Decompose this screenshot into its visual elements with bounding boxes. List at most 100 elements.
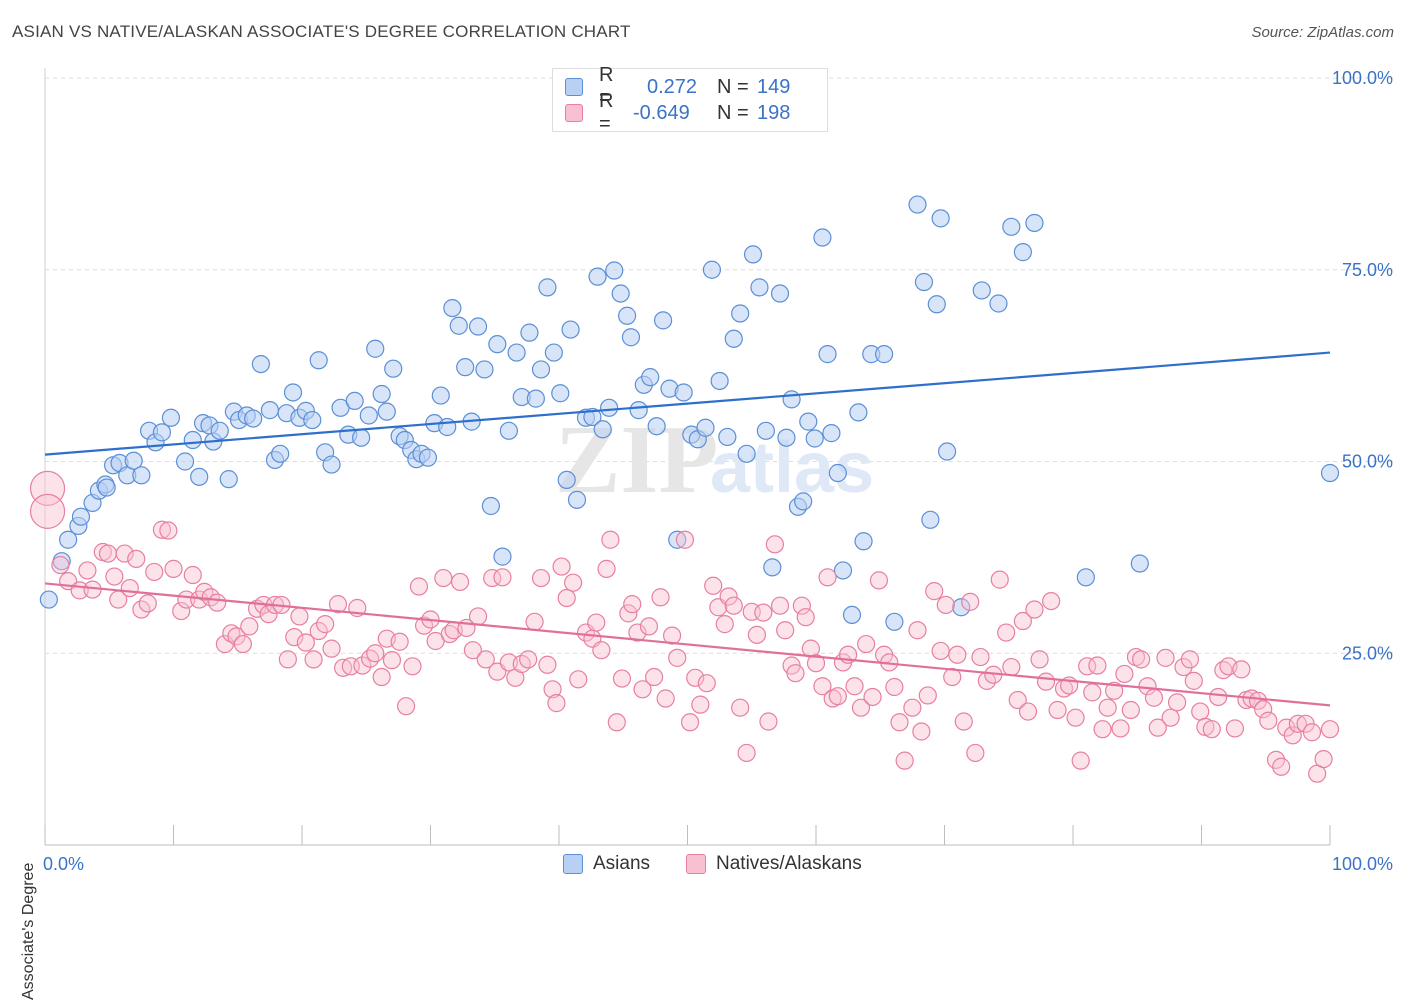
asian-point	[59, 530, 78, 549]
asian-point	[822, 424, 841, 443]
native-point	[164, 559, 183, 578]
native-point	[519, 650, 538, 669]
native-point	[1254, 700, 1273, 719]
native-point	[366, 644, 385, 663]
native-point	[138, 594, 157, 613]
native-point	[1030, 650, 1049, 669]
asian-point	[322, 455, 341, 474]
asian-point	[813, 228, 832, 247]
native-point	[177, 590, 196, 609]
asian-point	[833, 561, 853, 580]
native-point	[644, 667, 664, 687]
native-point	[290, 607, 309, 626]
native-point	[233, 634, 252, 654]
native-point	[912, 722, 931, 741]
native-point	[1191, 702, 1210, 721]
bottom-legend-natives: Natives/Alaskans	[686, 851, 862, 877]
native-point	[434, 568, 453, 588]
native-point	[1184, 671, 1203, 690]
asian-point	[161, 408, 181, 427]
asian-point	[97, 478, 116, 497]
asian-point	[588, 267, 607, 286]
asian-point	[551, 384, 570, 403]
asian-point	[251, 354, 270, 374]
y-tick-label: 75.0%	[1342, 260, 1393, 280]
native-point	[1232, 660, 1251, 679]
native-point	[483, 568, 502, 588]
native-point	[409, 577, 429, 596]
bottom-swatch-natives	[686, 854, 706, 874]
legend-r-value: 0.272	[647, 75, 698, 98]
asian-point	[538, 278, 557, 297]
native-point	[759, 712, 778, 731]
native-point	[1105, 681, 1124, 700]
native-point	[691, 695, 710, 714]
native-point	[1156, 648, 1175, 667]
legend-n-value: 198	[757, 101, 791, 124]
x-tick-label: 100.0%	[1332, 854, 1393, 874]
asian-point	[71, 507, 91, 526]
native-point	[719, 587, 738, 606]
bottom-legend-label: Natives/Alaskans	[716, 853, 862, 874]
legend-r-value: -0.649	[633, 101, 690, 124]
native-point	[587, 613, 606, 632]
native-point	[390, 632, 409, 651]
native-point	[304, 650, 323, 669]
asian-point	[372, 384, 391, 404]
native-point	[1121, 700, 1140, 720]
native-point	[806, 654, 826, 673]
native-point	[115, 544, 134, 563]
asian-point	[674, 383, 693, 402]
legend-n-label: N =	[717, 75, 749, 98]
native-point	[619, 604, 638, 623]
native-point	[895, 751, 914, 770]
native-point	[552, 557, 571, 576]
asian-point	[668, 530, 687, 549]
asian-point	[702, 260, 722, 279]
native-point	[493, 568, 512, 587]
native-point	[1259, 711, 1278, 730]
asian-point	[366, 339, 385, 358]
asian-point	[763, 558, 782, 577]
native-point	[1144, 688, 1164, 707]
native-point	[1288, 714, 1307, 733]
native-point	[639, 617, 659, 636]
native-point	[382, 651, 402, 670]
asian-point	[849, 403, 868, 422]
y-tick-label: 25.0%	[1342, 643, 1393, 663]
asian-point	[908, 195, 927, 214]
native-point	[612, 669, 632, 688]
native-point	[278, 650, 297, 669]
asian-point	[641, 368, 660, 387]
native-point	[538, 655, 557, 674]
asian-point	[743, 245, 763, 264]
native-point	[754, 603, 773, 622]
bottom-swatch-asians	[563, 854, 583, 874]
asian-point	[132, 466, 151, 485]
native-point	[925, 582, 944, 601]
trend-line-natives	[44, 582, 1331, 707]
asian-point	[481, 496, 500, 516]
native-point	[786, 664, 805, 683]
asian-point	[593, 420, 612, 439]
native-point	[512, 654, 531, 674]
asian-point	[937, 442, 957, 461]
native-point	[29, 493, 66, 529]
asian-point	[737, 444, 756, 463]
native-point	[1132, 650, 1151, 669]
native-point	[183, 565, 202, 585]
native-point	[240, 617, 259, 636]
asian-point	[914, 272, 934, 292]
native-point	[334, 658, 353, 677]
asian-point	[777, 428, 796, 447]
native-point	[468, 607, 488, 626]
native-point	[697, 674, 716, 693]
asian-point	[756, 421, 775, 440]
native-point	[890, 713, 909, 732]
y-tick-label: 100.0%	[1332, 68, 1393, 88]
asian-point	[794, 492, 813, 511]
native-point	[1093, 720, 1112, 739]
native-point	[1209, 687, 1228, 707]
asian-point	[710, 371, 729, 391]
asian-point	[309, 351, 328, 370]
